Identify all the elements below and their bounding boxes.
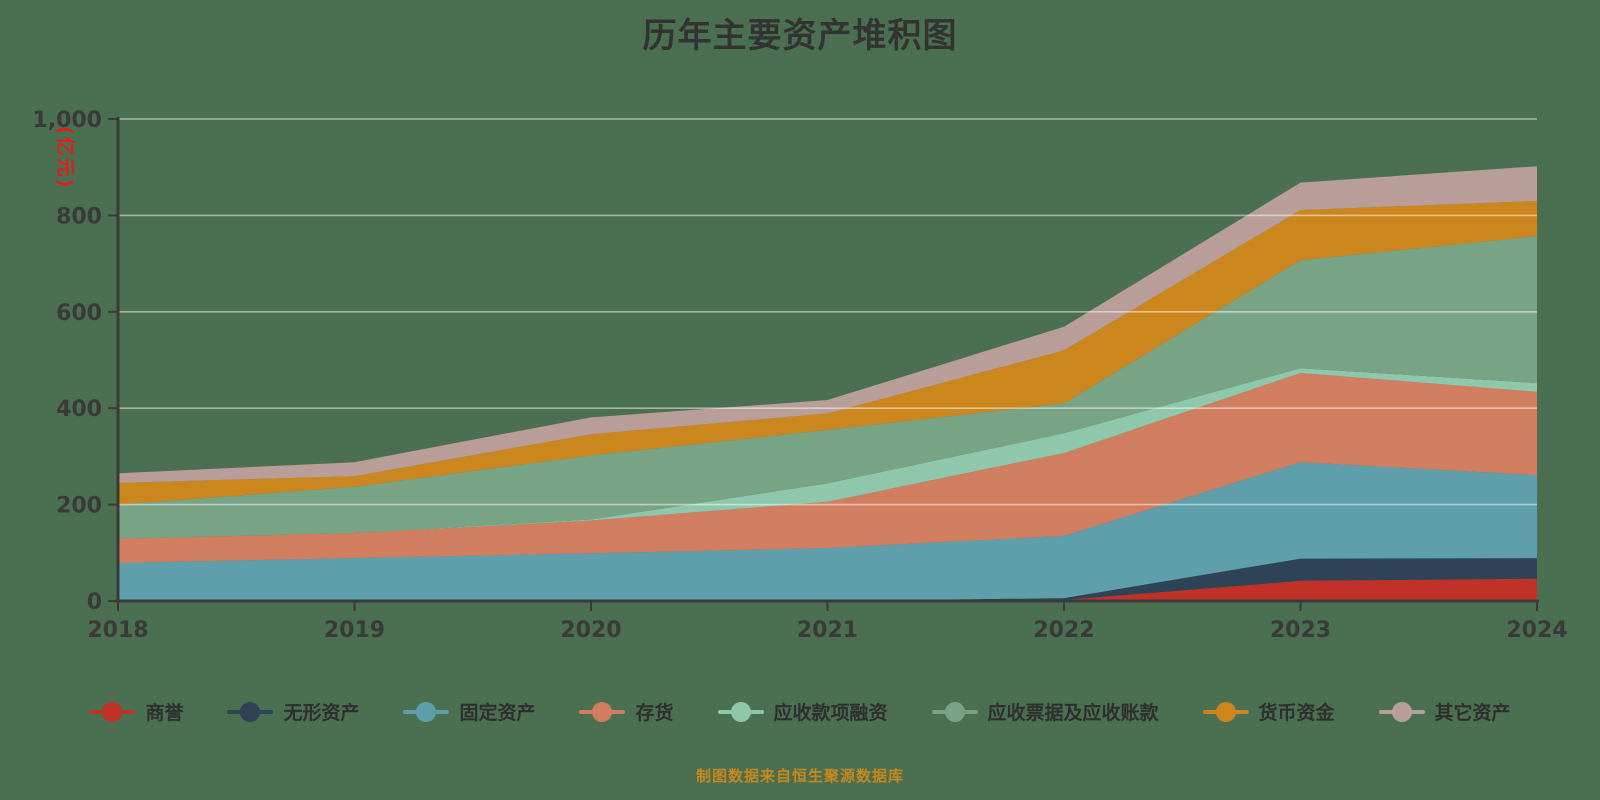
legend-item-1[interactable]: 无形资产	[227, 698, 359, 725]
legend-item-3[interactable]: 存货	[579, 698, 674, 725]
area-series-0	[118, 578, 1537, 601]
x-tick-label: 2018	[87, 618, 148, 643]
area-series-1	[118, 558, 1537, 601]
legend-marker-icon	[1378, 701, 1425, 722]
legend-dot	[1215, 701, 1236, 722]
legend-marker-icon	[89, 701, 136, 722]
area-series-6	[118, 200, 1537, 505]
x-tick-label: 2022	[1033, 618, 1094, 643]
legend-dot	[592, 701, 613, 722]
y-tick-label: 400	[56, 397, 102, 422]
legend-dot	[944, 701, 965, 722]
area-series-5	[118, 236, 1537, 539]
area-series-7	[118, 166, 1537, 483]
data-source-note: 制图数据来自恒生聚源数据库	[695, 767, 905, 785]
x-tick-label: 2019	[324, 618, 385, 643]
area-series-4	[118, 368, 1537, 539]
x-tick-label: 2020	[560, 618, 621, 643]
area-series-3	[118, 373, 1537, 563]
y-tick-label: 600	[56, 301, 102, 326]
legend-label: 固定资产	[459, 702, 536, 724]
legend-label: 存货	[635, 702, 674, 724]
x-tick-label: 2024	[1506, 618, 1567, 643]
legend-dot	[240, 701, 261, 722]
legend-dot	[102, 701, 123, 722]
legend-marker-icon	[579, 701, 626, 722]
area-series-2	[118, 462, 1537, 601]
y-tick-label: 200	[56, 494, 102, 519]
y-tick-label: 0	[87, 590, 102, 615]
legend-marker-icon	[931, 701, 978, 722]
chart-title: 历年主要资产堆积图	[642, 16, 958, 56]
legend-marker-icon	[403, 701, 450, 722]
legend-dot	[730, 701, 751, 722]
legend-item-7[interactable]: 其它资产	[1378, 698, 1511, 725]
legend-item-5[interactable]: 应收票据及应收账款	[931, 698, 1159, 725]
legend-item-0[interactable]: 商誉	[89, 698, 183, 725]
x-tick-label: 2021	[797, 618, 858, 643]
legend-item-6[interactable]: 货币资金	[1202, 698, 1335, 725]
legend-label: 无形资产	[283, 702, 360, 724]
legend-label: 其它资产	[1434, 702, 1511, 724]
legend-label: 应收款项融资	[773, 702, 888, 724]
chart-legend: 商誉 无形资产 固定资产 存货 应收款项融资 应收票据及应收账款 货币资金 其它资产	[0, 698, 1600, 725]
legend-marker-icon	[227, 701, 274, 722]
legend-marker-icon	[1202, 701, 1249, 722]
legend-dot	[1391, 701, 1412, 722]
legend-item-4[interactable]: 应收款项融资	[717, 698, 888, 725]
legend-label: 商誉	[145, 702, 184, 724]
legend-marker-icon	[717, 701, 764, 722]
legend-item-2[interactable]: 固定资产	[403, 698, 535, 725]
legend-label: 应收票据及应收账款	[987, 702, 1159, 724]
legend-dot	[416, 701, 437, 722]
y-tick-label: 800	[56, 204, 102, 229]
legend-label: 货币资金	[1258, 702, 1335, 724]
x-tick-label: 2023	[1270, 618, 1331, 643]
y-tick-label: 1,000	[32, 108, 102, 133]
